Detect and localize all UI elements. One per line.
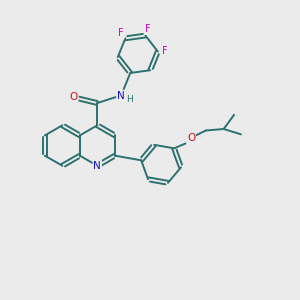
Text: O: O — [69, 92, 78, 102]
Text: H: H — [126, 95, 133, 104]
Text: F: F — [118, 28, 124, 38]
Text: F: F — [145, 24, 151, 34]
Text: N: N — [117, 91, 125, 100]
Text: F: F — [162, 46, 167, 56]
Text: O: O — [187, 133, 195, 143]
Text: N: N — [94, 161, 101, 171]
